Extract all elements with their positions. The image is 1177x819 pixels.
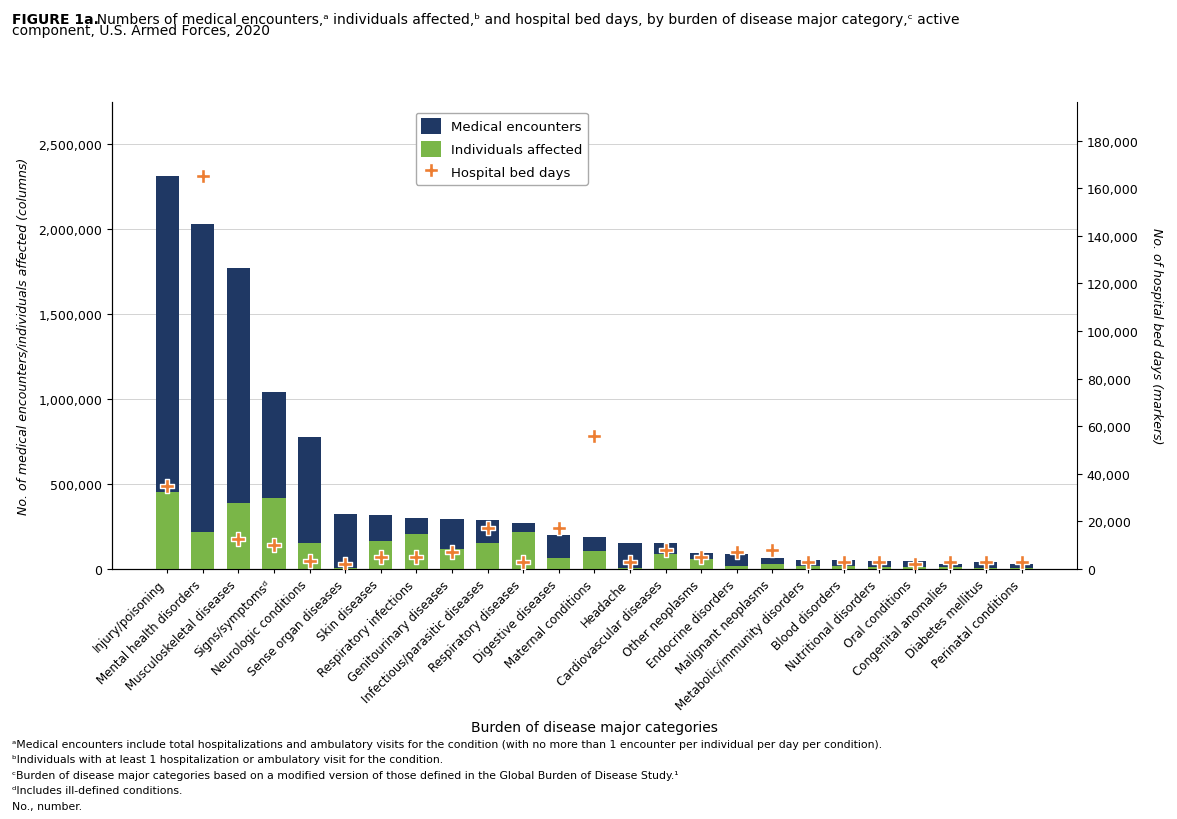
Hospital bed days [656,544,674,557]
Bar [227,504,250,569]
Bar [405,518,428,569]
Hospital bed days [798,555,817,568]
Bar [690,553,713,569]
Hospital bed days [1012,555,1031,568]
Bar [370,541,392,569]
Bar [1010,564,1033,569]
Bar [832,561,856,569]
Y-axis label: No. of hospital bed days (markers): No. of hospital bed days (markers) [1150,228,1163,444]
Bar [298,543,321,569]
Hospital bed days [585,429,604,442]
Bar [512,523,534,569]
Bar [1010,568,1033,569]
Text: FIGURE 1a.: FIGURE 1a. [12,13,99,27]
Bar [262,392,286,569]
Hospital bed days [692,550,711,563]
Hospital bed days [550,523,568,536]
Bar [227,269,250,569]
Bar [155,492,179,569]
Bar [476,543,499,569]
Bar [547,536,571,569]
Legend: Medical encounters, Individuals affected, Hospital bed days: Medical encounters, Individuals affected… [415,114,587,186]
Hospital bed days [514,555,533,568]
Bar [867,562,891,569]
Bar [867,568,891,569]
Bar [618,544,641,569]
Bar [760,564,784,569]
Bar [618,568,641,569]
Hospital bed days [230,533,248,546]
Bar [476,521,499,569]
Hospital bed days [834,555,853,568]
Bar [298,437,321,569]
Bar [903,568,926,569]
Bar [547,559,571,569]
Text: No., number.: No., number. [12,801,82,811]
Hospital bed days [620,555,639,568]
Bar [262,498,286,569]
Bar [797,566,819,569]
Bar [725,566,749,569]
Bar [155,177,179,569]
Hospital bed days [870,555,889,568]
Bar [440,519,464,569]
Hospital bed days [763,544,782,557]
Bar [370,515,392,569]
Bar [690,559,713,569]
Text: Numbers of medical encounters,ᵃ individuals affected,ᵇ and hospital bed days, by: Numbers of medical encounters,ᵃ individu… [88,13,959,27]
Y-axis label: No. of medical encounters/individuals affected (columns): No. of medical encounters/individuals af… [16,157,29,514]
Hospital bed days [300,554,319,568]
Bar [725,554,749,569]
Bar [975,563,997,569]
Bar [583,538,606,569]
Bar [405,535,428,569]
Bar [939,564,962,569]
Hospital bed days [977,555,996,568]
Bar [333,568,357,569]
Bar [975,568,997,569]
Bar [832,567,856,569]
Bar [654,544,677,569]
Hospital bed days [193,170,212,183]
Text: ᵃMedical encounters include total hospitalizations and ambulatory visits for the: ᵃMedical encounters include total hospit… [12,739,882,749]
Bar [760,559,784,569]
Hospital bed days [335,558,354,571]
X-axis label: Burden of disease major categories: Burden of disease major categories [471,720,718,734]
Text: ᶜBurden of disease major categories based on a modified version of those defined: ᶜBurden of disease major categories base… [12,770,678,780]
Bar [939,568,962,569]
Hospital bed days [905,558,924,571]
Bar [192,532,214,569]
Hospital bed days [443,546,461,559]
Bar [903,562,926,569]
Hospital bed days [727,546,746,559]
Bar [333,514,357,569]
Bar [797,560,819,569]
Hospital bed days [372,550,391,563]
Hospital bed days [478,523,497,536]
Bar [512,532,534,569]
Hospital bed days [940,555,959,568]
Hospital bed days [265,539,284,552]
Hospital bed days [158,479,177,492]
Bar [583,551,606,569]
Hospital bed days [407,550,426,563]
Text: ᵇIndividuals with at least 1 hospitalization or ambulatory visit for the conditi: ᵇIndividuals with at least 1 hospitaliza… [12,754,443,764]
Text: ᵈIncludes ill-defined conditions.: ᵈIncludes ill-defined conditions. [12,785,182,795]
Bar [654,554,677,569]
Text: component, U.S. Armed Forces, 2020: component, U.S. Armed Forces, 2020 [12,24,270,38]
Bar [192,224,214,569]
Bar [440,549,464,569]
